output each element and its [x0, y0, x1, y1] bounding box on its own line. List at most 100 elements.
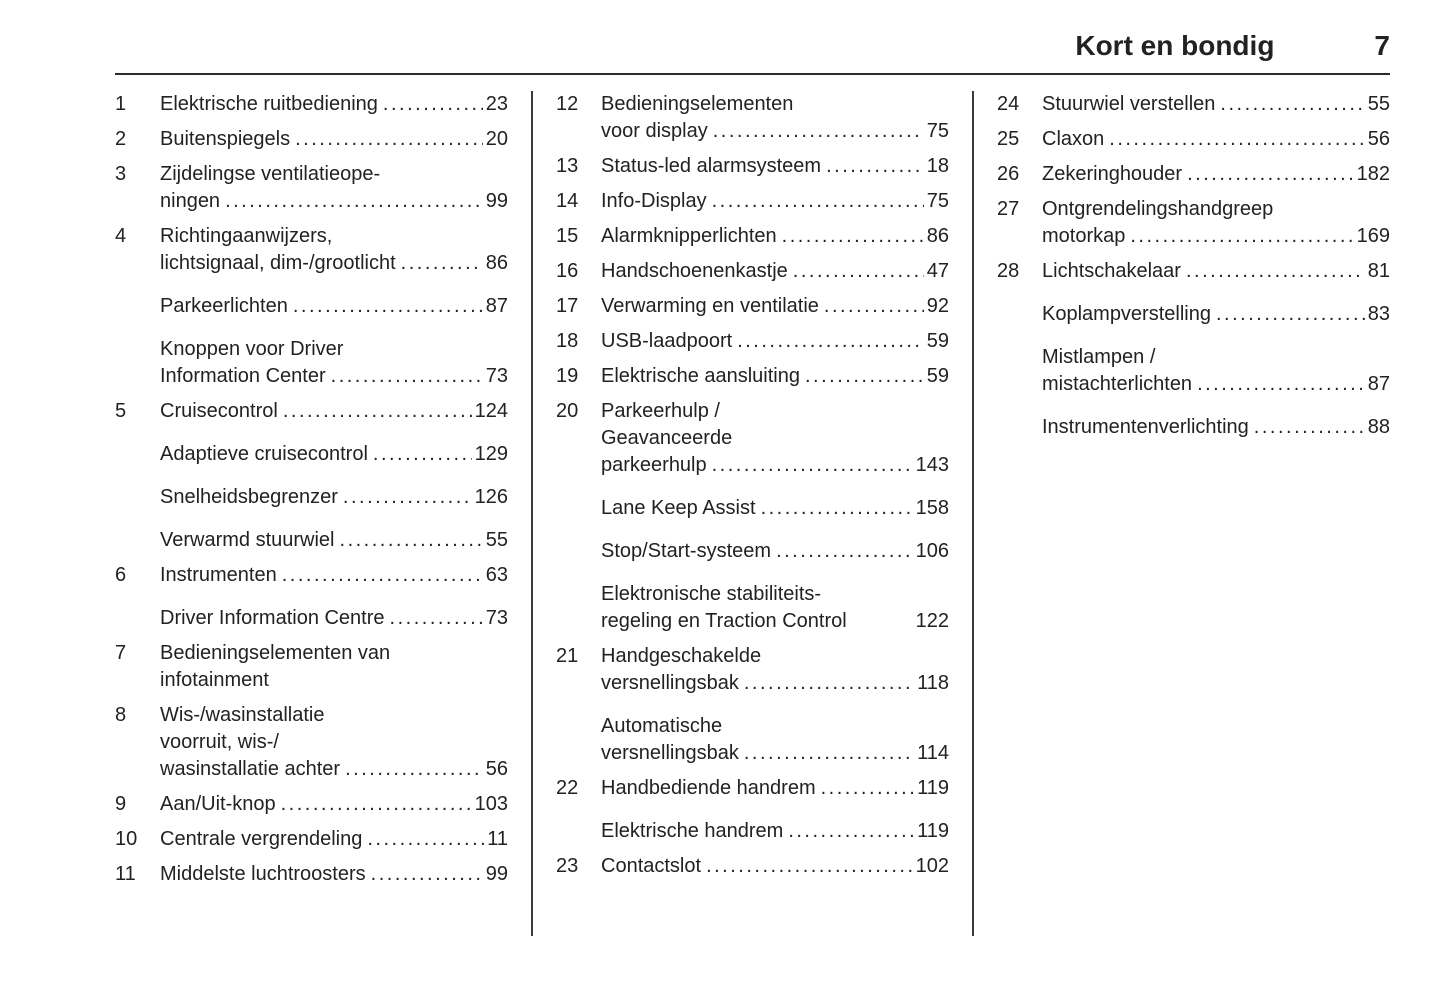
entry-number: 1 [115, 93, 127, 115]
page-ref: 122 [915, 610, 949, 632]
entry-title: Elektrische aansluiting [601, 365, 800, 387]
entry-line: Ontgrendelingshandgreep [1042, 198, 1274, 220]
entry-line: lichtsignaal, dim-/grootlicht...........… [160, 250, 508, 277]
toc-entry: Snelheidsbegrenzer......................… [115, 484, 508, 511]
entry-title: Instrumenten [160, 564, 277, 586]
toc-column-3: 24 Stuurwiel verstellen..................… [997, 91, 1390, 936]
toc-entry: 24 Stuurwiel verstellen..................… [997, 91, 1390, 118]
entry-title: Stuurwiel verstellen [1042, 93, 1216, 115]
entry-line: Status-led alarmsysteem.................… [601, 153, 949, 180]
entry-line: Claxon..................................… [1042, 126, 1390, 153]
entry-number: 7 [115, 642, 127, 664]
entry-title: parkeerhulp [601, 454, 707, 476]
toc-entry: 6 Instrumenten...........................… [115, 562, 508, 589]
page-ref: 119 [917, 777, 949, 799]
entry-line: Driver Information Centre...............… [160, 605, 508, 632]
entry-number: 17 [556, 295, 579, 317]
entry-title: Information Center [160, 365, 326, 387]
entry-title: Middelste luchtroosters [160, 863, 366, 885]
page-ref: 88 [1367, 416, 1390, 438]
entry-title: Lane Keep Assist [601, 497, 756, 519]
page-ref: 102 [915, 855, 949, 877]
toc-entry: 15 Alarmknipperlichten...................… [556, 223, 949, 250]
entry-title: Buitenspiegels [160, 128, 291, 150]
entry-number: 4 [115, 225, 127, 247]
entry-line: versnellingsbak.........................… [601, 670, 949, 697]
entry-title: Centrale vergrendeling [160, 828, 363, 850]
entry-line: Richtingaanwijzers, [160, 225, 333, 247]
page-ref: 87 [485, 295, 508, 317]
entry-title: versnellingsbak [601, 672, 739, 694]
toc-entry: Elektrische handrem.....................… [556, 818, 949, 845]
entry-number [997, 414, 1042, 441]
entry-line: Elektrische ruitbediening...............… [160, 91, 508, 118]
page-ref: 182 [1356, 163, 1390, 185]
toc-entry: Adaptieve cruisecontrol.................… [115, 441, 508, 468]
entry-line: infotainment [160, 669, 269, 691]
toc-entry: 3 Zijdelingse ventilatieope-ningen.......… [115, 161, 508, 215]
dot-leader: ........................................… [339, 529, 483, 551]
dot-leader: ........................................… [292, 295, 483, 317]
dot-leader: ........................................… [823, 295, 924, 317]
entry-title: lichtsignaal, dim-/grootlicht [160, 252, 396, 274]
toc-entry: 8 Wis-/wasinstallatie voorruit, wis-/ wasin… [115, 702, 508, 783]
toc-entry: Lane Keep Assist........................… [556, 495, 949, 522]
page-ref: 23 [485, 93, 508, 115]
toc-entry: 25 Claxon................................… [997, 126, 1390, 153]
dot-leader: ........................................… [389, 607, 483, 629]
page-ref: 63 [485, 564, 508, 586]
dot-leader: ........................................… [737, 330, 924, 352]
entry-title: Koplampverstelling [1042, 303, 1211, 325]
toc-entry: 13 Status-led alarmsysteem...............… [556, 153, 949, 180]
entry-number: 26 [997, 163, 1020, 185]
entry-line: versnellingsbak.........................… [601, 740, 949, 767]
entry-number [997, 301, 1042, 328]
page-ref: 73 [485, 607, 508, 629]
page-ref: 158 [915, 497, 949, 519]
toc-entry: 5 Cruisecontrol..........................… [115, 398, 508, 425]
entry-line: Bedieningselementen van [160, 642, 391, 664]
page-number: 7 [1374, 30, 1390, 61]
entry-line: Geavanceerde [601, 427, 733, 449]
page-ref: 118 [917, 672, 949, 694]
entry-line: Middelste luchtroosters.................… [160, 861, 508, 888]
entry-number: 18 [556, 330, 579, 352]
entry-line: Wis-/wasinstallatie [160, 704, 325, 726]
entry-number [556, 538, 601, 565]
toc-entry: 26 Zekeringhouder........................… [997, 161, 1390, 188]
entry-line: Buitenspiegels..........................… [160, 126, 508, 153]
entry-number: 14 [556, 190, 579, 212]
page-ref: 75 [926, 120, 949, 142]
entry-number: 10 [115, 828, 138, 850]
entry-line: Info-Display............................… [601, 188, 949, 215]
toc-entry: 22 Handbediende handrem..................… [556, 775, 949, 802]
entry-number: 19 [556, 365, 579, 387]
entry-number: 22 [556, 777, 579, 799]
toc-entry: 12 Bedieningselementen voor display.......… [556, 91, 949, 145]
dot-leader: ........................................… [367, 828, 484, 850]
page-ref: 99 [485, 863, 508, 885]
entry-line: Adaptieve cruisecontrol.................… [160, 441, 508, 468]
entry-line: Instrumenten............................… [160, 562, 508, 589]
entry-title: Contactslot [601, 855, 702, 877]
dot-leader: ........................................… [706, 855, 913, 877]
page-ref: 169 [1356, 225, 1390, 247]
entry-number: 15 [556, 225, 579, 247]
entry-title: Lichtschakelaar [1042, 260, 1181, 282]
entry-title: regeling en Traction Control [601, 610, 847, 632]
page-ref: 56 [485, 758, 508, 780]
dot-leader: ........................................… [280, 793, 472, 815]
dot-leader: ........................................… [345, 758, 483, 780]
entry-line: Parkeerlichten..........................… [160, 293, 508, 320]
page-ref: 143 [915, 454, 949, 476]
entry-line: voor display............................… [601, 118, 949, 145]
entry-number: 11 [115, 863, 136, 885]
entry-title: versnellingsbak [601, 742, 739, 764]
entry-number: 20 [556, 400, 579, 422]
page-ref: 129 [474, 443, 508, 465]
toc-entry: Verwarmd stuurwiel......................… [115, 527, 508, 554]
toc-entry: 21 Handgeschakelde versnellingsbak........… [556, 643, 949, 697]
toc-entry: Instrumentenverlichting.................… [997, 414, 1390, 441]
entry-title: Instrumentenverlichting [1042, 416, 1249, 438]
page-ref: 126 [474, 486, 508, 508]
